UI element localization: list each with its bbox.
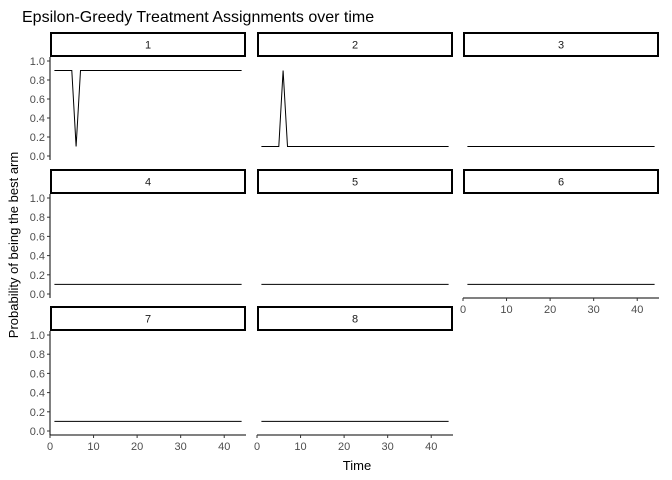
x-axis-title: Time	[343, 458, 371, 473]
x-tick-label: 40	[425, 441, 437, 453]
facet-strip	[463, 169, 659, 194]
facet-strip-label: 8	[352, 314, 358, 326]
facet-panel-3: 3	[463, 32, 659, 147]
facet-strip	[257, 32, 453, 57]
facet-panel-2: 2	[257, 32, 453, 147]
facet-strip-label: 5	[352, 177, 358, 189]
x-tick-label: 20	[131, 441, 143, 453]
y-tick-label: 1.0	[30, 56, 45, 68]
y-tick-label: 0.0	[30, 426, 45, 438]
x-tick-label: 30	[175, 441, 187, 453]
facet-strip-label: 6	[558, 177, 564, 189]
y-tick-label: 0.0	[30, 151, 45, 163]
x-tick-label: 30	[382, 441, 394, 453]
y-tick-label: 0.0	[30, 289, 45, 301]
series-line-1	[54, 70, 242, 147]
facet-strip-label: 2	[352, 40, 358, 52]
facet-panel-4: 4 0.0 0.2 0.4 0.6 0.8 1.0	[30, 169, 246, 301]
x-tick-label: 10	[87, 441, 99, 453]
facet-strip	[50, 169, 246, 194]
x-tick-label: 0	[47, 441, 53, 453]
y-tick-label: 1.0	[30, 193, 45, 205]
y-tick-label: 0.8	[30, 212, 45, 224]
x-tick-label: 0	[460, 304, 466, 316]
chart-title: Epsilon-Greedy Treatment Assignments ove…	[22, 9, 374, 26]
facets-layer: 1 0.0 0.2 0.4 0.6 0.8 1.0 2 3 4 0.0 0.2 0.4 0.6 0.8 1.0…	[30, 32, 659, 453]
facet-strip-label: 1	[145, 40, 151, 52]
y-axis-title: Probability of being the best arm	[6, 152, 21, 338]
facet-strip	[50, 32, 246, 57]
y-tick-label: 0.6	[30, 231, 45, 243]
facet-strip	[50, 306, 246, 331]
facet-panel-5: 5	[257, 169, 453, 285]
facet-strip-label: 7	[145, 314, 151, 326]
x-tick-label: 40	[631, 304, 643, 316]
series-line-2	[261, 70, 449, 147]
x-tick-label: 30	[588, 304, 600, 316]
y-tick-label: 0.2	[30, 407, 45, 419]
y-tick-label: 0.8	[30, 349, 45, 361]
facet-strip	[257, 169, 453, 194]
x-tick-label: 20	[338, 441, 350, 453]
y-tick-label: 0.4	[30, 388, 45, 400]
x-tick-label: 10	[500, 304, 512, 316]
x-tick-label: 0	[254, 441, 260, 453]
y-tick-label: 0.6	[30, 368, 45, 380]
x-tick-label: 20	[544, 304, 556, 316]
facet-panel-7: 7 0.0 0.2 0.4 0.6 0.8 1.0 0 10 20 30 40	[30, 306, 246, 453]
facet-strip-label: 4	[145, 177, 151, 189]
y-tick-label: 0.2	[30, 270, 45, 282]
facet-strip	[257, 306, 453, 331]
y-tick-label: 0.4	[30, 113, 45, 125]
facet-panel-1: 1 0.0 0.2 0.4 0.6 0.8 1.0	[30, 32, 246, 163]
y-tick-label: 0.4	[30, 251, 45, 263]
facet-strip	[463, 32, 659, 57]
x-tick-label: 40	[218, 441, 230, 453]
facet-panel-8: 8 0 10 20 30 40	[254, 306, 453, 453]
y-tick-label: 0.6	[30, 94, 45, 106]
facet-strip-label: 3	[558, 40, 564, 52]
y-tick-label: 0.2	[30, 132, 45, 144]
y-tick-label: 1.0	[30, 330, 45, 342]
y-tick-label: 0.8	[30, 75, 45, 87]
facet-panel-6: 6 0 10 20 30 40	[460, 169, 659, 316]
x-tick-label: 10	[294, 441, 306, 453]
